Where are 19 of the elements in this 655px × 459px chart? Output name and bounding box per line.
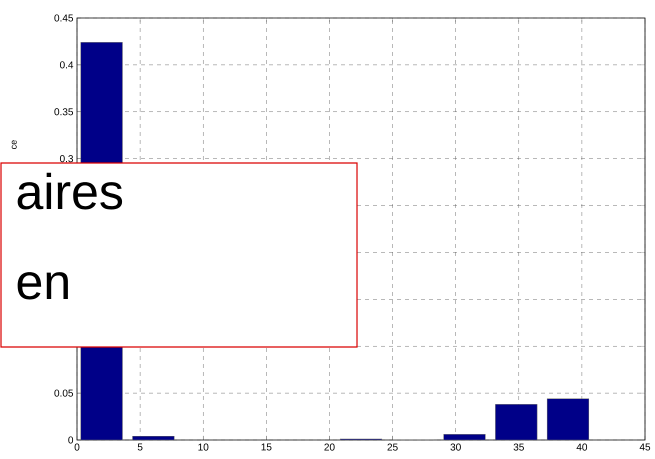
x-tick-label: 40 — [576, 444, 588, 451]
y-tick-label: 0 — [68, 436, 74, 444]
x-tick-label: 10 — [198, 444, 208, 451]
x-tick-label: 35 — [514, 444, 524, 451]
x-tick-label: 20 — [324, 444, 335, 451]
y-tick-label: 0.4 — [60, 61, 74, 68]
y-tick-label: 0.05 — [54, 390, 74, 397]
x-tick-label: 45 — [640, 444, 650, 451]
x-tick-label: 25 — [388, 444, 398, 451]
x-tick-label: 5 — [138, 444, 142, 451]
y-tick-label: 0.35 — [54, 108, 74, 116]
text: en — [18, 272, 68, 300]
x-tick-label: 15 — [262, 444, 272, 451]
x-tick-label: 0 — [74, 444, 80, 451]
y-tick-label: 0.45 — [54, 14, 74, 22]
x-tick-label: 30 — [450, 444, 461, 451]
y-tick-label: 0.3 — [60, 155, 74, 162]
y-axis-title: ce — [12, 140, 17, 149]
annotation: aires — [18, 172, 122, 210]
